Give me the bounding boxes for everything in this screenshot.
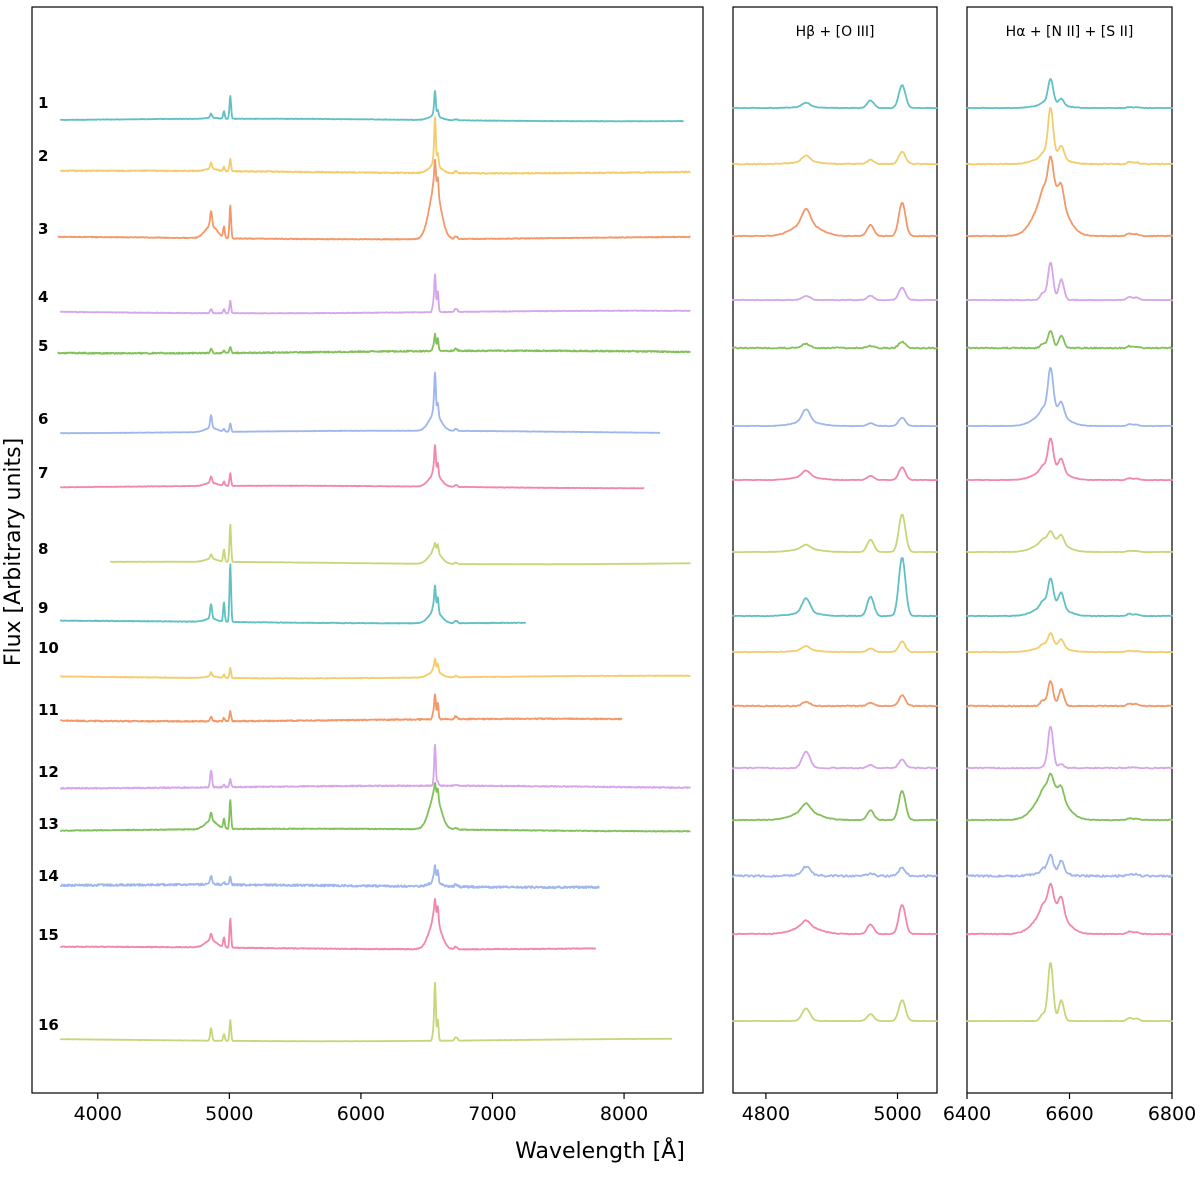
x-tick-label-full: 7000 <box>468 1103 516 1125</box>
spectrum-label: 7 <box>38 464 48 482</box>
spectrum-15-hbeta <box>732 904 938 936</box>
spectrum-label: 14 <box>38 867 59 885</box>
spectrum-10-hbeta <box>732 640 938 654</box>
spectrum-label: 16 <box>38 1016 59 1034</box>
spectrum-5-halpha <box>966 330 1173 350</box>
spectrum-10-full <box>60 657 691 680</box>
x-tick-label-full: 8000 <box>600 1103 648 1125</box>
spectrum-2-full <box>60 116 691 175</box>
spectrum-16-full <box>60 981 673 1043</box>
spectrum-16-halpha <box>966 962 1173 1022</box>
spectrum-11-halpha <box>966 680 1173 708</box>
spectrum-14-full <box>60 864 600 890</box>
x-tick-label-halpha: 6400 <box>943 1103 991 1125</box>
spectrum-7-hbeta <box>732 466 938 482</box>
spectrum-13-halpha <box>966 772 1173 822</box>
spectrum-6-halpha <box>966 367 1173 428</box>
spectrum-9-full <box>60 563 526 625</box>
spectrum-5-full <box>57 332 691 355</box>
spectrum-label: 8 <box>38 540 48 558</box>
panel-halpha-nii-sii: 6400 6600 6800 Hα + [N II] + [S II] <box>943 6 1196 1125</box>
spectrum-14-halpha <box>966 853 1173 878</box>
x-tick-label-full: 6000 <box>337 1103 385 1125</box>
spectrum-label: 15 <box>38 926 59 944</box>
spectrum-16-hbeta <box>732 999 938 1022</box>
x-tick-label-hbeta: 4800 <box>742 1103 790 1125</box>
spectrum-label: 4 <box>38 288 48 306</box>
spectrum-label: 3 <box>38 220 48 238</box>
y-axis-label: Flux [Arbitrary units] <box>1 438 26 666</box>
x-tick-label-halpha: 6600 <box>1045 1103 1093 1125</box>
spectrum-12-full <box>60 743 691 790</box>
spectrum-2-halpha <box>966 107 1173 166</box>
plot-frame-halpha <box>966 6 1173 1094</box>
panel-title-hbeta: Hβ + [O III] <box>796 24 875 40</box>
spectrum-3-full <box>57 158 691 241</box>
spectrum-11-hbeta <box>732 694 938 708</box>
spectrum-12-hbeta <box>732 750 938 770</box>
spectrum-label: 12 <box>38 763 59 781</box>
x-tick-label-full: 5000 <box>205 1103 253 1125</box>
spectrum-label: 1 <box>38 94 48 112</box>
spectrum-1-full <box>60 90 684 123</box>
spectrum-6-hbeta <box>732 408 938 428</box>
spectrum-8-full <box>110 523 691 566</box>
spectrum-label: 9 <box>38 599 48 617</box>
spectrum-8-halpha <box>966 530 1173 553</box>
spectrum-1-halpha <box>966 78 1173 110</box>
spectrum-10-halpha <box>966 632 1173 654</box>
spectrum-7-full <box>60 444 645 490</box>
spectrum-1-hbeta <box>732 84 938 110</box>
x-tick-label-full: 4000 <box>74 1103 122 1125</box>
spectrum-11-full <box>60 693 623 723</box>
panel-hbeta-oiii: 4800 5000 Hβ + [O III] <box>732 6 938 1125</box>
x-axis-label: Wavelength [Å] <box>515 1137 685 1164</box>
spectrum-8-hbeta <box>732 513 938 553</box>
spectrum-13-full <box>60 782 691 833</box>
spectrum-7-halpha <box>966 437 1173 482</box>
spectrum-label: 11 <box>38 701 59 719</box>
panel-full-spectra: 4000 5000 6000 7000 800012345678910111213141… <box>31 6 704 1125</box>
spectrum-4-halpha <box>966 261 1173 302</box>
spectrum-label: 2 <box>38 147 48 165</box>
x-tick-label-halpha: 6800 <box>1148 1103 1196 1125</box>
spectrum-label: 10 <box>38 639 59 657</box>
spectrum-15-full <box>60 898 596 951</box>
spectrum-5-hbeta <box>732 340 938 350</box>
spectrum-3-halpha <box>966 155 1173 238</box>
spectrum-3-hbeta <box>732 202 938 238</box>
spectrum-15-halpha <box>966 882 1173 936</box>
spectrum-14-hbeta <box>732 865 938 878</box>
spectrum-6-full <box>60 371 661 435</box>
plot-frame-hbeta <box>732 6 938 1094</box>
panel-title-halpha: Hα + [N II] + [S II] <box>1006 24 1134 40</box>
spectrum-label: 5 <box>38 337 48 355</box>
spectrum-4-full <box>60 273 691 315</box>
spectrum-label: 6 <box>38 410 48 428</box>
spectrum-12-halpha <box>966 726 1173 770</box>
spectrum-13-hbeta <box>732 790 938 822</box>
spectrum-9-hbeta <box>732 557 938 618</box>
spectrum-9-halpha <box>966 577 1173 618</box>
spectrum-label: 13 <box>38 815 59 833</box>
spectrum-4-hbeta <box>732 286 938 302</box>
x-tick-label-hbeta: 5000 <box>873 1103 921 1125</box>
plot-frame-full <box>31 6 704 1094</box>
spectrum-2-hbeta <box>732 150 938 166</box>
